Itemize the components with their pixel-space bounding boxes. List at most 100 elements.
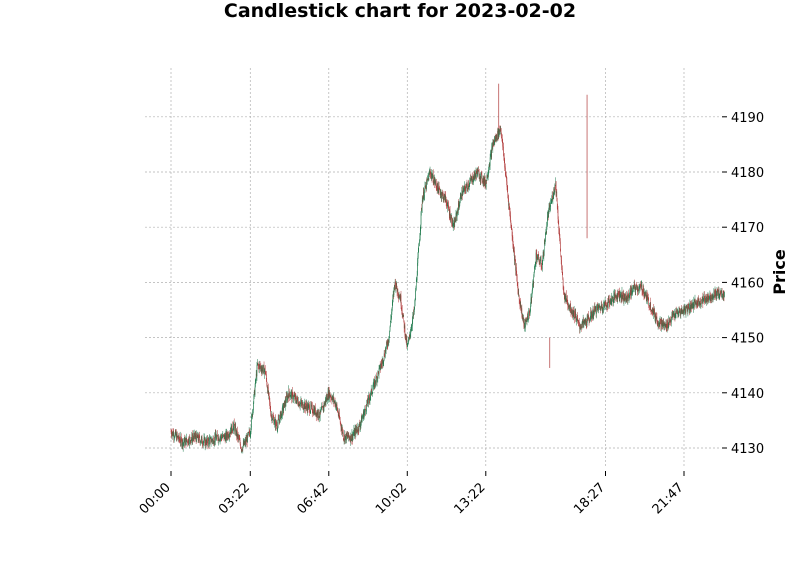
candle-up	[177, 436, 178, 437]
candle-up	[346, 433, 347, 441]
candle-up	[569, 306, 570, 307]
candle-up	[699, 300, 701, 303]
candle-down	[318, 409, 320, 417]
candle-up	[252, 410, 254, 411]
candle-up	[225, 432, 227, 436]
candle-down	[492, 143, 494, 146]
candle-down	[285, 400, 286, 403]
candle-down	[540, 259, 542, 267]
candle-up	[221, 437, 223, 440]
candle-down	[512, 237, 514, 246]
candle-up	[275, 420, 277, 427]
candle-up	[474, 171, 475, 180]
candle-up	[310, 404, 311, 411]
candle-down	[685, 311, 686, 314]
candle-down	[661, 320, 663, 326]
candle-down	[368, 396, 370, 399]
candle-down	[405, 335, 406, 337]
candle-down	[262, 367, 263, 372]
candle-down	[643, 288, 644, 294]
candle-up	[441, 192, 443, 196]
candle-down	[700, 300, 701, 306]
candle-up	[486, 175, 488, 181]
chart-title: Candlestick chart for 2023-02-02	[223, 0, 577, 22]
candle-down	[720, 291, 721, 293]
candle-down	[641, 284, 643, 291]
candle-down	[237, 434, 239, 437]
candle-down	[295, 396, 297, 401]
candle-up	[583, 321, 585, 323]
candle-up	[533, 272, 535, 277]
candle-down	[638, 289, 640, 291]
candle-up	[272, 416, 273, 420]
candle-down	[371, 388, 372, 394]
candle-up	[290, 396, 291, 397]
candle-up	[602, 309, 603, 311]
candle-up	[466, 183, 467, 188]
y-tick-label: 4150	[731, 332, 764, 347]
candle-up	[459, 202, 461, 205]
candle-up	[277, 429, 278, 430]
candle-down	[425, 184, 427, 190]
candle-down	[317, 416, 319, 418]
candle-up	[380, 363, 382, 368]
candle-down	[708, 293, 709, 297]
candle-up	[592, 313, 593, 318]
candle-up	[188, 438, 189, 444]
candle-up	[375, 376, 377, 384]
candle-up	[549, 206, 551, 210]
candle-up	[699, 302, 700, 305]
candle-up	[545, 232, 546, 242]
candle-down	[211, 440, 213, 442]
candle-up	[261, 367, 263, 370]
candle-up	[405, 333, 406, 337]
candle-up	[468, 185, 470, 188]
candle-up	[438, 185, 439, 194]
candle-down	[289, 393, 290, 398]
candle-up	[546, 225, 548, 227]
candle-down	[458, 203, 459, 206]
candle-down	[381, 363, 382, 365]
candle-down	[509, 204, 510, 208]
candle-up	[277, 423, 279, 430]
candle-up	[307, 404, 308, 412]
candle-up	[218, 436, 219, 441]
candle-down	[256, 373, 257, 377]
candle-up	[582, 319, 584, 324]
candle-down	[720, 292, 722, 295]
candle-up	[200, 437, 202, 442]
candle-down	[636, 286, 638, 291]
candle-up	[203, 441, 204, 443]
candle-up	[274, 419, 275, 423]
candle-up	[392, 294, 394, 299]
candle-up	[209, 438, 210, 445]
candle-down	[588, 315, 589, 319]
candle-down	[259, 365, 261, 368]
candle-up	[639, 284, 641, 287]
candle-up	[323, 403, 325, 408]
candle-up	[542, 258, 543, 264]
candle-down	[559, 237, 561, 242]
candle-down	[580, 326, 582, 328]
candle-down	[399, 297, 401, 301]
candle-up	[173, 437, 175, 439]
candle-down	[681, 309, 682, 313]
candle-up	[653, 308, 654, 315]
candle-down	[309, 412, 311, 413]
candle-up	[613, 293, 615, 296]
candle-down	[347, 437, 349, 438]
candle-down	[471, 179, 472, 181]
candle-up	[215, 433, 216, 442]
candle-down	[616, 298, 617, 299]
candle-down	[246, 437, 248, 443]
candle-up	[362, 417, 363, 418]
candle-up	[253, 395, 255, 404]
candle-up	[245, 439, 247, 444]
candle-down	[326, 398, 327, 401]
candle-down	[575, 312, 576, 319]
candle-up	[191, 434, 193, 439]
candle-up	[587, 315, 589, 317]
candle-up	[672, 313, 673, 318]
candle-up	[415, 288, 417, 291]
candle-down	[386, 342, 388, 344]
